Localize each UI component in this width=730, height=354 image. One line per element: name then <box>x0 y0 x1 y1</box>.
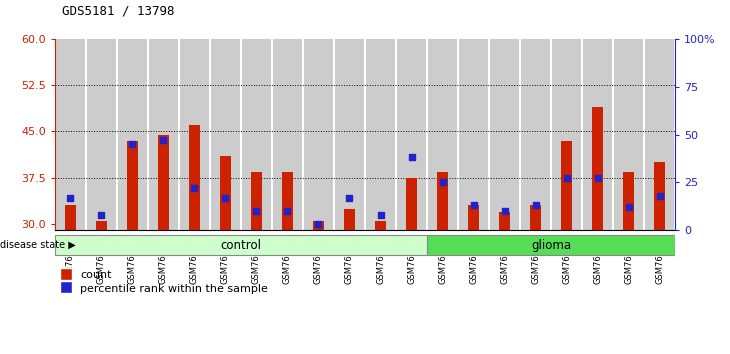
Text: disease state ▶: disease state ▶ <box>0 240 76 250</box>
Text: glioma: glioma <box>531 239 571 252</box>
Bar <box>427 235 675 256</box>
Bar <box>614 39 643 230</box>
Bar <box>397 39 426 230</box>
Text: control: control <box>220 239 261 252</box>
Point <box>250 208 262 214</box>
Bar <box>344 209 355 230</box>
Bar <box>561 141 572 230</box>
Bar <box>96 221 107 230</box>
Bar <box>282 172 293 230</box>
Point <box>561 176 572 181</box>
Bar <box>87 39 116 230</box>
Legend: count, percentile rank within the sample: count, percentile rank within the sample <box>61 269 268 293</box>
Point <box>158 137 169 143</box>
Bar <box>468 205 479 230</box>
Bar <box>654 162 665 230</box>
Point <box>344 195 356 200</box>
Bar <box>304 39 333 230</box>
Bar <box>583 39 612 230</box>
Bar <box>220 156 231 230</box>
Point <box>220 195 231 200</box>
Bar <box>366 39 395 230</box>
Bar <box>158 135 169 230</box>
Bar <box>645 39 675 230</box>
Point <box>126 141 138 147</box>
Bar <box>313 221 324 230</box>
Bar <box>211 39 240 230</box>
Bar <box>273 39 302 230</box>
Bar <box>55 235 427 256</box>
Bar <box>406 178 417 230</box>
Point <box>406 155 418 160</box>
Bar <box>459 39 488 230</box>
Bar <box>242 39 271 230</box>
Bar <box>189 125 200 230</box>
Bar <box>375 221 386 230</box>
Bar <box>251 172 262 230</box>
Bar <box>65 205 76 230</box>
Bar <box>499 212 510 230</box>
Point <box>312 222 324 227</box>
Point <box>468 202 480 208</box>
Bar <box>552 39 581 230</box>
Bar <box>335 39 364 230</box>
Bar <box>592 107 603 230</box>
Bar <box>437 172 448 230</box>
Point <box>437 179 448 185</box>
Bar <box>490 39 519 230</box>
Bar <box>55 39 85 230</box>
Text: GDS5181 / 13798: GDS5181 / 13798 <box>62 5 174 18</box>
Bar <box>127 141 138 230</box>
Point <box>654 193 666 199</box>
Point <box>64 195 76 200</box>
Point <box>188 185 200 191</box>
Bar <box>149 39 178 230</box>
Point <box>282 208 293 214</box>
Point <box>499 208 510 214</box>
Point <box>96 212 107 218</box>
Bar <box>428 39 457 230</box>
Bar <box>180 39 209 230</box>
Bar <box>530 205 541 230</box>
Point <box>592 176 604 181</box>
Bar <box>521 39 550 230</box>
Point <box>374 212 386 218</box>
Point <box>623 204 634 210</box>
Bar <box>623 172 634 230</box>
Point <box>530 202 542 208</box>
Bar <box>118 39 147 230</box>
